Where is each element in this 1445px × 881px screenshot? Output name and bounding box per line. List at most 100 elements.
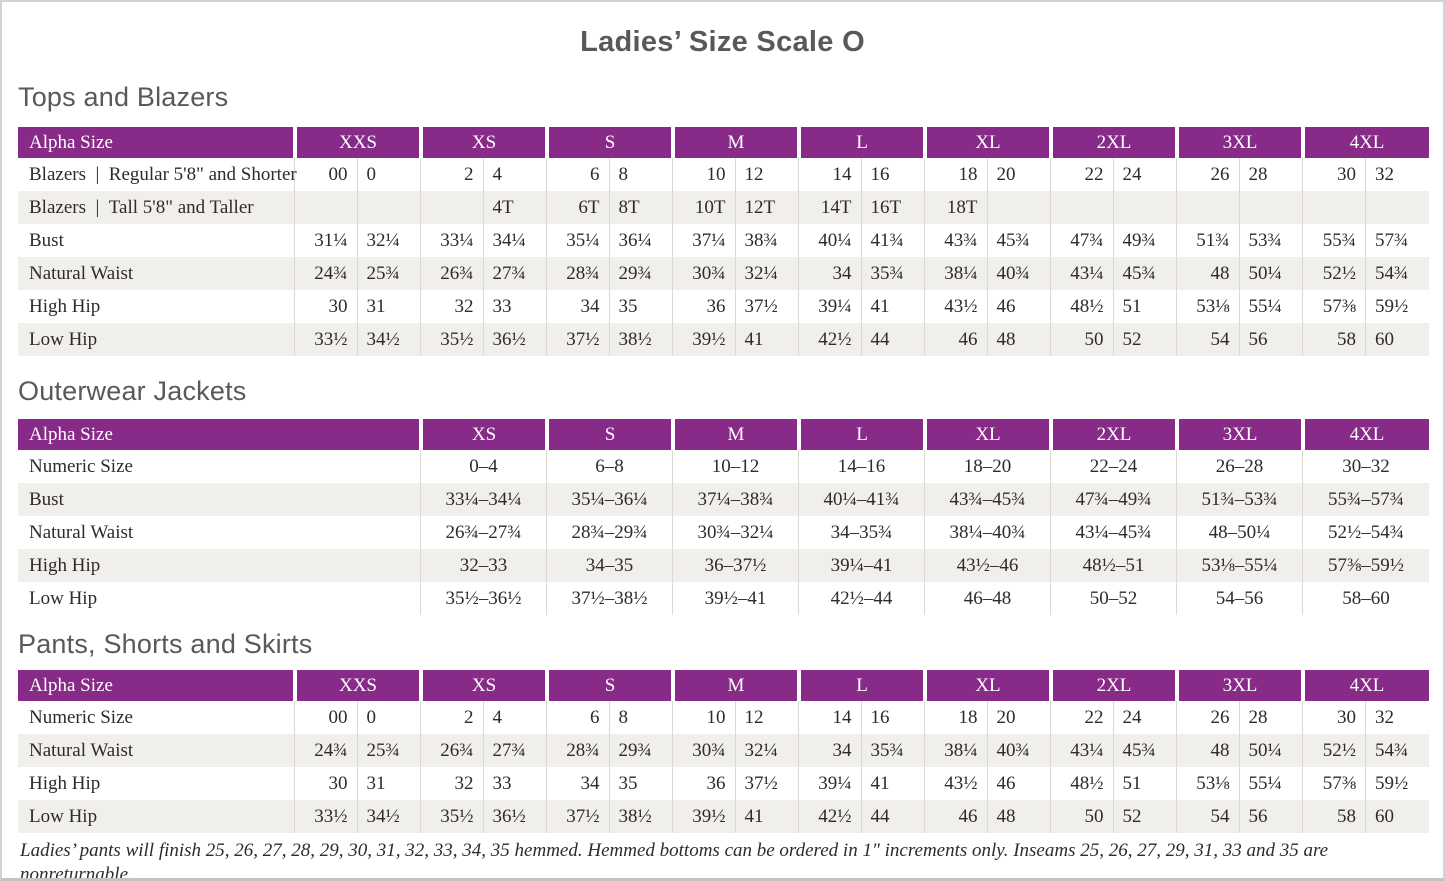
size-column-header: 3XL [1177,127,1303,158]
size-value [1366,191,1429,224]
size-value [988,191,1051,224]
size-value-pair: 34 35¾ [799,734,925,767]
size-value: 32 [421,290,484,323]
size-value-pair: 43¼ 45¾ [1051,734,1177,767]
size-value: 26¾ [421,734,484,767]
size-value: 16T [870,197,902,218]
size-value: 40¾ [996,740,1030,761]
size-column-header: XS [421,127,547,158]
size-value: 41 [870,296,890,317]
size-value: 33 [492,296,512,317]
size-value-pair: 10T 12T [673,191,799,224]
size-column-header: 4XL [1303,670,1429,701]
size-value-pair: 33½ 34½ [295,800,421,833]
size-value-pair: 24¾ 25¾ [295,734,421,767]
size-value: 35¾ [870,263,904,284]
page-title: Ladies’ Size Scale O [580,26,865,58]
size-value: 33½ [295,800,358,833]
size-column-header: L [799,419,925,450]
section-title: Tops and Blazers [18,82,229,112]
size-value: 29¾ [618,740,652,761]
size-value: 30 [295,767,358,800]
size-value: 2 [421,701,484,734]
size-value: 8 [618,707,629,728]
size-value: 00 [295,701,358,734]
row-label: Natural Waist [18,516,421,549]
size-value: 25¾ [366,740,400,761]
size-value: 10T [673,191,736,224]
size-range-value: 33¼–34¼ [421,483,547,516]
size-value: 58 [1303,323,1366,356]
size-value: 34 [799,257,862,290]
size-column-header: 2XL [1051,127,1177,158]
size-value: 26¾ [421,257,484,290]
table-row: Bust 33¼–34¼ 35¼–36¼ 37¼–38¾ 40¼–41¾ 43¾–45¾ 4… [18,483,1429,516]
size-value: 24¾ [295,734,358,767]
size-value: 50¼ [1248,263,1282,284]
size-value: 53¾ [1248,230,1282,251]
size-value: 38¾ [744,230,778,251]
size-value-pair: 30 32 [1303,701,1429,734]
size-value: 52½ [1303,734,1366,767]
size-range-value: 52½–54¾ [1328,522,1404,543]
size-value: 10 [673,158,736,191]
size-value-pair: 34 35 [547,290,673,323]
size-value: 43¾ [925,224,988,257]
size-range-value: 53⅛–55¼ [1177,549,1303,582]
size-value: 22 [1051,158,1114,191]
size-value: 53⅛ [1177,767,1240,800]
size-value: 31 [366,773,386,794]
size-value-pair: 35½ 36½ [421,800,547,833]
size-value: 48 [996,329,1016,350]
size-value: 0 [366,164,377,185]
size-column-header: XXS [295,670,421,701]
size-value-pair: 35½ 36½ [421,323,547,356]
size-value-pair: 37¼ 38¾ [673,224,799,257]
size-value: 32¼ [744,740,778,761]
size-value: 55¼ [1248,296,1282,317]
size-value: 43½ [925,767,988,800]
size-value: 35½ [421,800,484,833]
size-range-value: 40¼–41¾ [799,483,925,516]
size-value: 51¾ [1177,224,1240,257]
size-value: 54¾ [1375,740,1409,761]
size-value: 41 [870,773,890,794]
size-value-pair: 50 52 [1051,323,1177,356]
size-value: 52 [1122,806,1142,827]
size-value: 6T [547,191,610,224]
size-value: 32 [421,767,484,800]
size-range-value: 54–56 [1177,582,1303,615]
size-column-header: M [673,419,799,450]
size-table: Alpha Size XS S M L XL 2XL 3XL 4XL Numeric Size 0–… [18,419,1429,615]
size-value [421,191,484,224]
size-value: 48½ [1051,290,1114,323]
size-value-pair: 36 37½ [673,290,799,323]
size-value: 33½ [295,323,358,356]
size-value-pair: 00 0 [295,158,421,191]
size-value-pair: 40¼ 41¾ [799,224,925,257]
size-value: 43¼ [1051,734,1114,767]
size-value: 30¾ [673,734,736,767]
size-range-value: 57⅜–59½ [1328,555,1404,576]
size-value: 50 [1051,323,1114,356]
size-value: 27¾ [492,263,526,284]
table-row: Natural Waist 24¾ 25¾ 26¾ 27¾ 28¾ 29¾ 30¾ 32¼ 34 3… [18,257,1429,290]
size-value: 52 [1122,329,1142,350]
size-range-value: 18–20 [925,450,1051,483]
size-range-value: 55¾–57¾ [1328,489,1404,510]
size-value-pair: 14 16 [799,158,925,191]
size-range-value: 37¼–38¾ [673,483,799,516]
size-value: 51 [1122,296,1142,317]
hemming-footnote: Ladies’ pants will finish 25, 26, 27, 28… [20,840,1329,881]
size-column-header: M [673,670,799,701]
table-row: Natural Waist 26¾–27¾ 28¾–29¾ 30¾–32¼ 34–35¾… [18,516,1429,549]
size-value-pair: 48 50¼ [1177,257,1303,290]
table-header-row: Alpha Size XXS XS S M L XL 2XL 3XL 4XL [18,670,1429,701]
size-value [358,191,421,224]
size-value: 28¾ [547,734,610,767]
size-value-pair: 30 31 [295,767,421,800]
table-row: Low Hip 33½ 34½ 35½ 36½ 37½ 38½ 39½ 41 42½ 44 46 48 5… [18,800,1429,833]
size-value: 20 [996,707,1016,728]
